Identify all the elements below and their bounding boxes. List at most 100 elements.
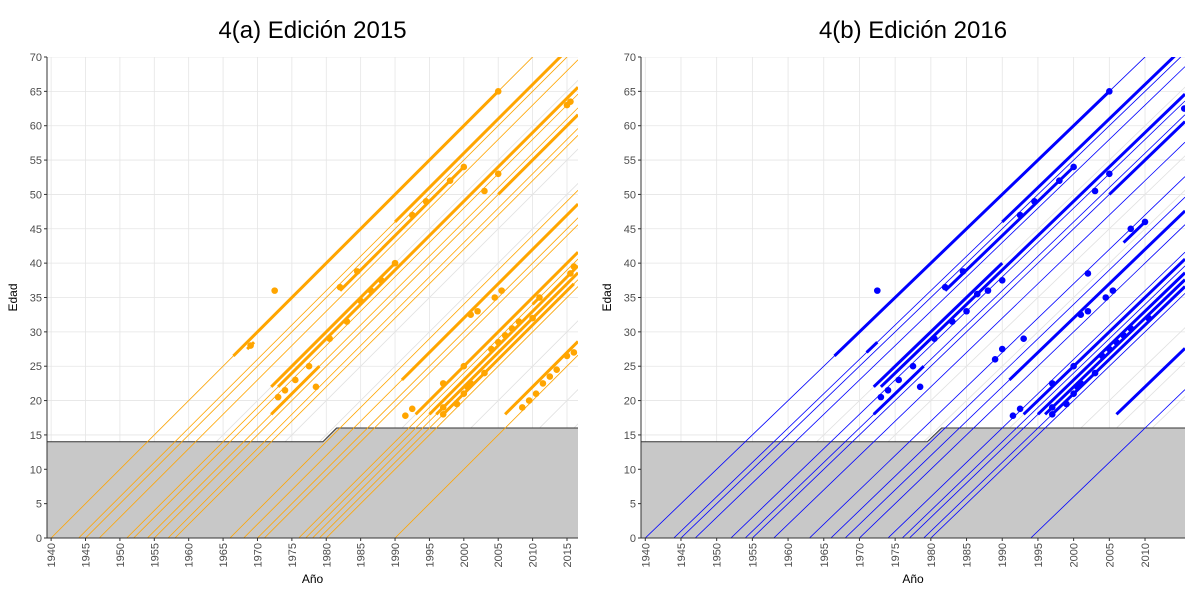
- lifeline: [859, 224, 1185, 538]
- y-tick-label: 55: [30, 155, 42, 167]
- y-tick-label: 25: [30, 361, 42, 373]
- point: [467, 311, 474, 318]
- point: [1016, 211, 1024, 219]
- y-tick-label: 10: [624, 464, 636, 476]
- x-tick-label: 1950: [115, 543, 127, 567]
- point: [439, 411, 447, 418]
- segment: [1122, 220, 1147, 244]
- x-tick-label: 1945: [676, 543, 688, 567]
- x-tick-label: 2000: [1069, 543, 1081, 567]
- point: [292, 376, 299, 384]
- point: [1106, 345, 1113, 353]
- lifeline: [257, 217, 578, 538]
- x-tick-label: 2015: [562, 543, 574, 567]
- lifeline: [830, 196, 1185, 538]
- point: [408, 211, 416, 219]
- point: [501, 331, 509, 339]
- segment: [270, 262, 397, 388]
- x-tick-label: 1990: [390, 543, 402, 567]
- point: [271, 287, 278, 294]
- y-tick-label: 40: [30, 258, 42, 270]
- x-axis-label: Año: [902, 572, 924, 586]
- y-axis-label: Edad: [6, 283, 20, 311]
- x-tick-label: 1975: [287, 543, 299, 567]
- x-tick-label: 1940: [640, 543, 652, 567]
- point: [1091, 187, 1099, 195]
- segment: [1044, 278, 1185, 416]
- point: [532, 390, 540, 398]
- lifeline: [298, 258, 578, 538]
- plot-area: [641, 57, 1185, 538]
- point: [439, 404, 447, 411]
- point: [553, 366, 560, 373]
- point: [1016, 405, 1024, 413]
- point: [1145, 314, 1152, 322]
- point: [343, 318, 351, 325]
- x-tick-label: 1990: [997, 543, 1009, 567]
- point: [1020, 335, 1027, 343]
- threshold-area: [641, 428, 1185, 538]
- y-tick-label: 5: [36, 499, 42, 511]
- point: [460, 163, 468, 171]
- point: [1077, 311, 1085, 318]
- point: [1084, 307, 1092, 315]
- point: [391, 259, 399, 267]
- point: [1063, 400, 1070, 408]
- segment: [338, 165, 465, 292]
- threshold-line: [641, 427, 1185, 443]
- point: [1070, 362, 1077, 370]
- point: [570, 263, 578, 270]
- point: [998, 345, 1006, 353]
- y-axis-label: Edad: [600, 283, 614, 311]
- threshold-line: [47, 427, 578, 443]
- point: [494, 338, 502, 346]
- point: [357, 297, 364, 305]
- lifeline: [133, 93, 578, 538]
- point: [467, 380, 474, 387]
- x-tick-label: 1975: [890, 543, 902, 567]
- point: [1070, 163, 1077, 171]
- x-tick-label: 1960: [783, 543, 795, 567]
- lifeline: [85, 57, 568, 538]
- y-tick-label: 15: [30, 430, 42, 442]
- x-tick-label: 1980: [321, 543, 333, 567]
- point: [481, 369, 488, 377]
- x-tick-label: 2000: [459, 543, 471, 567]
- chart-title: 4(a) Edición 2015: [218, 17, 406, 44]
- y-tick-label: 35: [624, 293, 636, 305]
- y-tick-label: 40: [624, 258, 636, 270]
- segment: [232, 90, 500, 357]
- segment: [1115, 347, 1185, 416]
- point: [353, 268, 361, 275]
- segment: [435, 271, 578, 416]
- point: [494, 170, 502, 178]
- point: [367, 287, 375, 294]
- point: [941, 283, 949, 291]
- x-tick-label: 1970: [252, 543, 264, 567]
- lifeline: [773, 141, 1185, 538]
- point: [518, 404, 526, 411]
- x-tick-label: 1995: [1033, 543, 1045, 567]
- lifeline: [680, 57, 1182, 538]
- point: [895, 376, 903, 384]
- point: [1180, 105, 1185, 112]
- point: [931, 335, 938, 343]
- lifeline: [394, 354, 578, 538]
- point: [567, 98, 574, 105]
- segment: [872, 365, 925, 416]
- segment: [944, 165, 1075, 292]
- y-tick-label: 15: [624, 430, 636, 442]
- point: [460, 390, 468, 398]
- point: [494, 88, 502, 95]
- y-tick-label: 0: [36, 533, 42, 545]
- y-tick-label: 25: [624, 361, 636, 373]
- x-tick-label: 1970: [854, 543, 866, 567]
- point: [546, 373, 554, 380]
- x-tick-label: 1940: [46, 543, 58, 567]
- point: [336, 283, 344, 291]
- point: [984, 287, 992, 294]
- segment: [1108, 120, 1185, 196]
- lifeline: [694, 66, 1185, 538]
- point: [515, 318, 523, 325]
- x-tick-label: 1980: [926, 543, 938, 567]
